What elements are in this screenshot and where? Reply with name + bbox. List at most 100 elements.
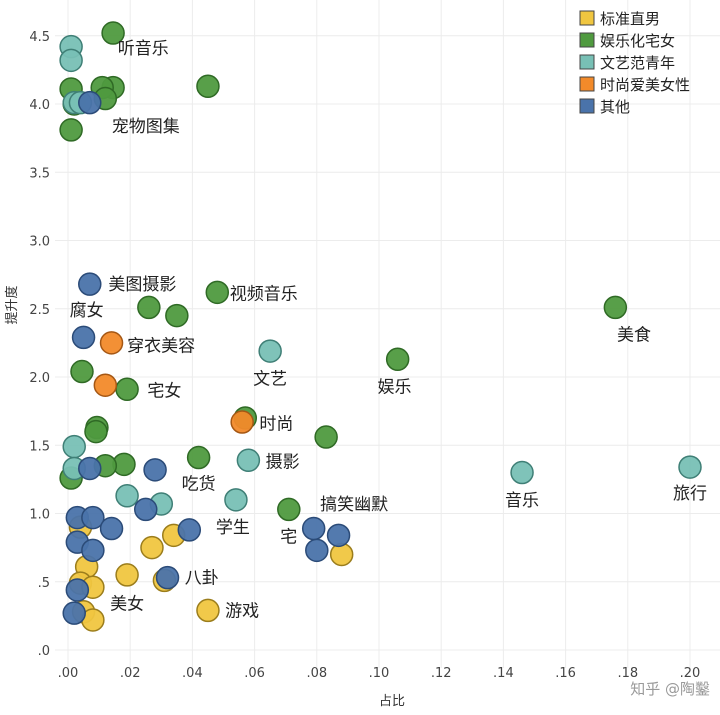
data-point [78, 272, 102, 296]
data-point [196, 74, 220, 99]
data-point [186, 445, 211, 470]
y-tick-label: 3.5 [29, 166, 50, 181]
data-point [81, 538, 105, 563]
data-point [314, 425, 338, 449]
data-point [115, 563, 139, 587]
data-point [329, 542, 354, 567]
y-tick-label: .5 [38, 576, 50, 591]
data-point [224, 488, 248, 512]
annotation-label: 搞笑幽默 [320, 495, 388, 515]
gridlines [55, 0, 720, 668]
data-point [99, 516, 124, 541]
data-point [510, 460, 534, 485]
data-point [155, 565, 180, 590]
x-tick-label: .18 [617, 666, 638, 681]
x-tick-label: .20 [680, 666, 701, 681]
annotation-label: 学生 [216, 518, 250, 538]
data-point [62, 434, 86, 459]
y-axis-label: 提升度 [4, 285, 20, 324]
annotation-label: 文艺 [253, 369, 287, 389]
y-tick-label: 2.0 [29, 371, 50, 386]
legend-swatch [579, 32, 595, 48]
annotation-label: 穿衣美容 [127, 337, 195, 357]
x-tick-label: .16 [555, 666, 576, 681]
legend-swatch [579, 76, 595, 92]
data-point [99, 331, 124, 355]
data-point [230, 410, 254, 434]
data-point [70, 359, 94, 384]
x-tick-label: .08 [306, 666, 327, 681]
annotation-label: 美女 [110, 595, 144, 615]
data-point [678, 455, 702, 479]
data-point [78, 456, 102, 481]
annotation-label: 视频音乐 [230, 285, 298, 305]
data-point [196, 598, 220, 623]
legend-swatch [579, 54, 595, 70]
y-tick-label: 4.5 [29, 30, 50, 45]
data-point [62, 601, 86, 625]
annotation-label: 音乐 [505, 491, 539, 511]
annotation-label: 美食 [617, 326, 651, 346]
data-point [115, 377, 139, 402]
annotation-label: 宅 [280, 528, 297, 548]
y-tick-label: 1.5 [29, 439, 50, 454]
annotation-label: 时尚 [259, 414, 293, 434]
annotation-label: 吃货 [182, 474, 216, 494]
data-point [205, 280, 230, 305]
data-point [236, 448, 261, 473]
data-point [305, 538, 329, 563]
annotation-label: 旅行 [673, 484, 707, 504]
annotation-label: 娱乐 [378, 378, 412, 398]
legend-label: 娱乐化宅女 [600, 32, 675, 50]
data-point [93, 373, 118, 397]
data-point [71, 325, 96, 350]
x-axis-label: 占比 [379, 694, 405, 709]
legend-label: 时尚爱美女性 [600, 76, 690, 94]
watermark: 知乎 @陶鑿 [630, 680, 710, 698]
data-point [84, 419, 108, 444]
legend-label: 其他 [600, 98, 630, 116]
y-tick-label: 4.0 [29, 98, 50, 113]
annotation-label: 宅女 [147, 382, 181, 402]
data-point [385, 347, 410, 372]
annotation-label: 八卦 [185, 569, 219, 589]
data-point [165, 303, 189, 328]
data-point [81, 505, 105, 530]
axis-ticks: .00 .02 .04 .06 .08 .10 .12 .14 .16 .18 .20 .0 .5 1.0… [29, 30, 700, 681]
legend-swatch [579, 10, 595, 26]
data-point [59, 118, 83, 142]
data-point [78, 90, 102, 115]
annotation-label: 游戏 [225, 601, 259, 621]
data-points [59, 21, 702, 632]
x-tick-label: .10 [369, 666, 390, 681]
data-point [59, 48, 83, 73]
data-point [326, 523, 351, 548]
legend-swatch [579, 98, 595, 114]
x-tick-label: .06 [244, 666, 265, 681]
data-point [137, 295, 161, 320]
data-point [140, 535, 164, 560]
data-point [603, 295, 628, 320]
x-tick-label: .00 [58, 666, 79, 681]
y-tick-label: 1.0 [29, 508, 50, 523]
data-point [301, 516, 326, 541]
x-tick-label: .14 [493, 666, 514, 681]
legend-label: 文艺范青年 [600, 54, 675, 72]
y-tick-label: 3.0 [29, 235, 50, 250]
annotation-label: 宠物图集 [112, 117, 180, 137]
annotation-label: 听音乐 [118, 39, 169, 59]
annotation-label: 腐女 [70, 301, 104, 321]
annotation-label: 美图摄影 [108, 275, 176, 295]
legend-label: 标准直男 [600, 10, 660, 28]
x-tick-label: .12 [431, 666, 452, 681]
data-point [277, 497, 301, 522]
data-point [115, 484, 139, 508]
data-point [143, 458, 167, 482]
annotation-label: 摄影 [266, 453, 300, 473]
data-point [134, 497, 158, 522]
x-tick-label: .02 [120, 666, 141, 681]
